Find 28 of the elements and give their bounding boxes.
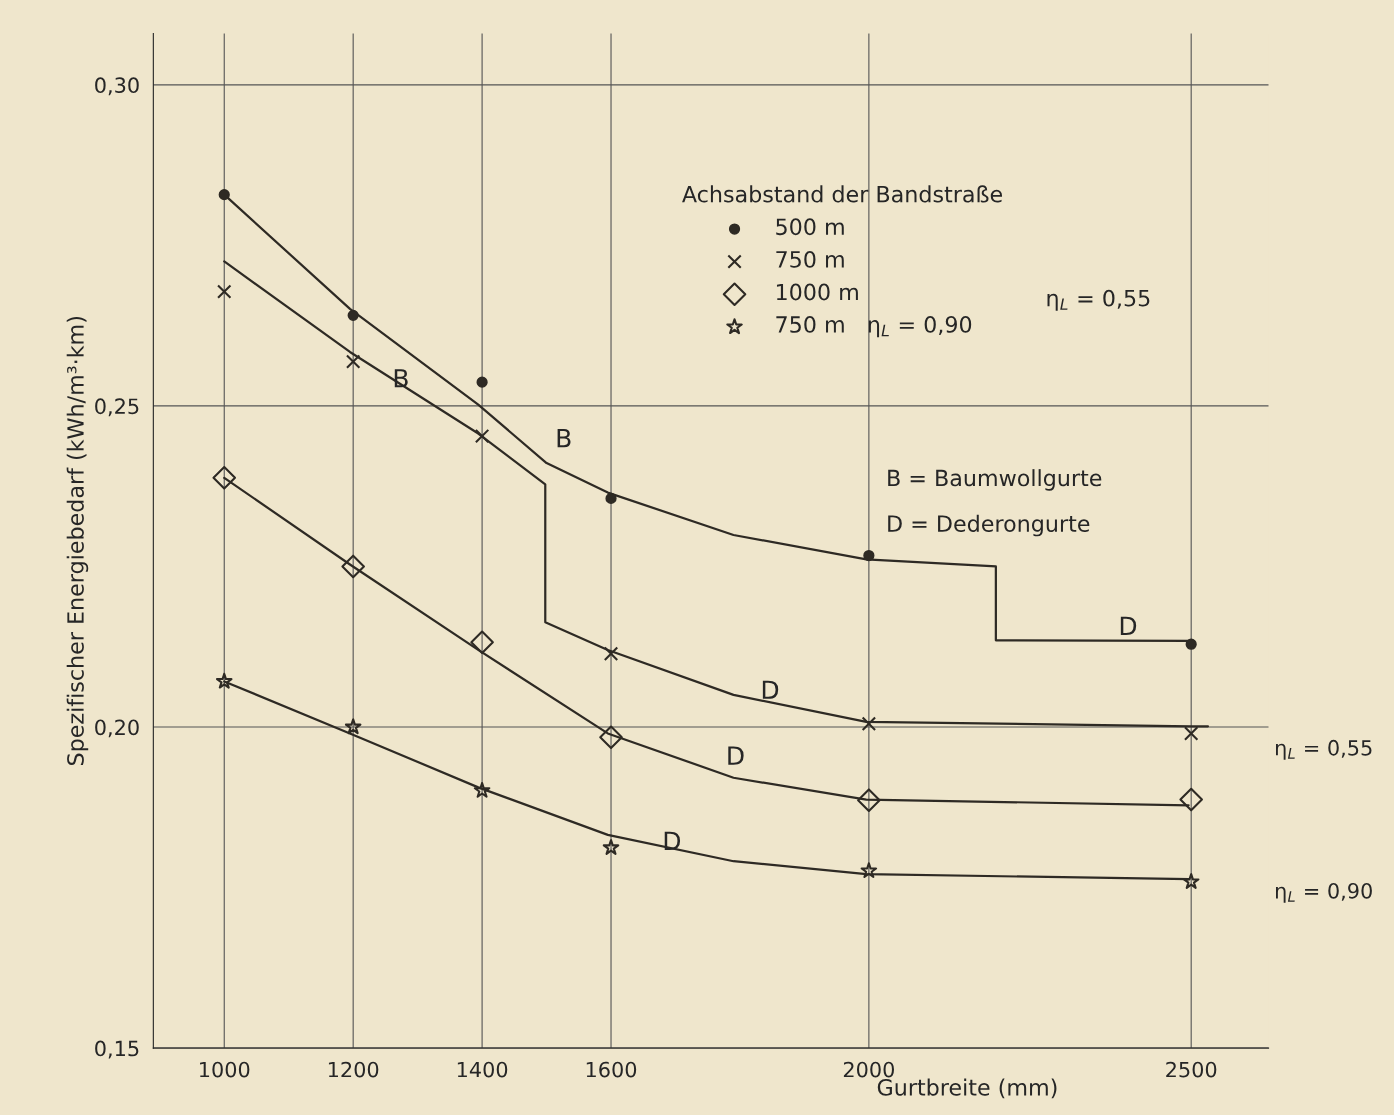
legend-label: 500 m <box>776 218 844 236</box>
annotation: η$_{L}$ = 0,55 <box>1047 289 1150 311</box>
x-axis-title: Gurtbreite (mm) <box>877 1078 1057 1099</box>
y-tick-label: 0,30 <box>95 77 139 96</box>
x-tick-label: 2500 <box>1166 1061 1217 1078</box>
annotation: B = Baumwollgurte <box>888 469 1102 491</box>
annotation: D = Dederongurte <box>888 514 1090 537</box>
annotation: D <box>1120 616 1137 635</box>
x-tick-label: 1200 <box>328 1061 379 1078</box>
text: η$_{L}$ = 0,55 <box>1276 739 1372 760</box>
y-tick-label: 0,20 <box>95 719 139 738</box>
x-tick-label: 1400 <box>457 1061 508 1078</box>
y-tick-label: 0,25 <box>95 398 139 417</box>
text: η$_{L}$ = 0,90 <box>1276 882 1372 903</box>
y-axis-title: Spezifischer Energiebedarf (kWh/m³·km) <box>66 317 89 765</box>
y-tick-label: 0,15 <box>95 1040 139 1059</box>
legend-title: Achsabstand der Bandstraße <box>682 185 1003 203</box>
annotation: D <box>762 680 779 699</box>
x-tick-label: 1000 <box>200 1061 250 1078</box>
annotation: B <box>394 369 408 388</box>
legend-label: 750 m <box>776 250 844 268</box>
legend-label: 1000 m <box>776 283 858 301</box>
annotation: B <box>557 429 571 448</box>
legend-label: 750 m η$_{L}$ = 0,90 <box>776 316 972 338</box>
annotation: D <box>728 746 744 765</box>
annotation: D <box>664 831 681 851</box>
x-tick-label: 2000 <box>843 1061 894 1078</box>
x-tick-label: 1600 <box>586 1061 637 1078</box>
